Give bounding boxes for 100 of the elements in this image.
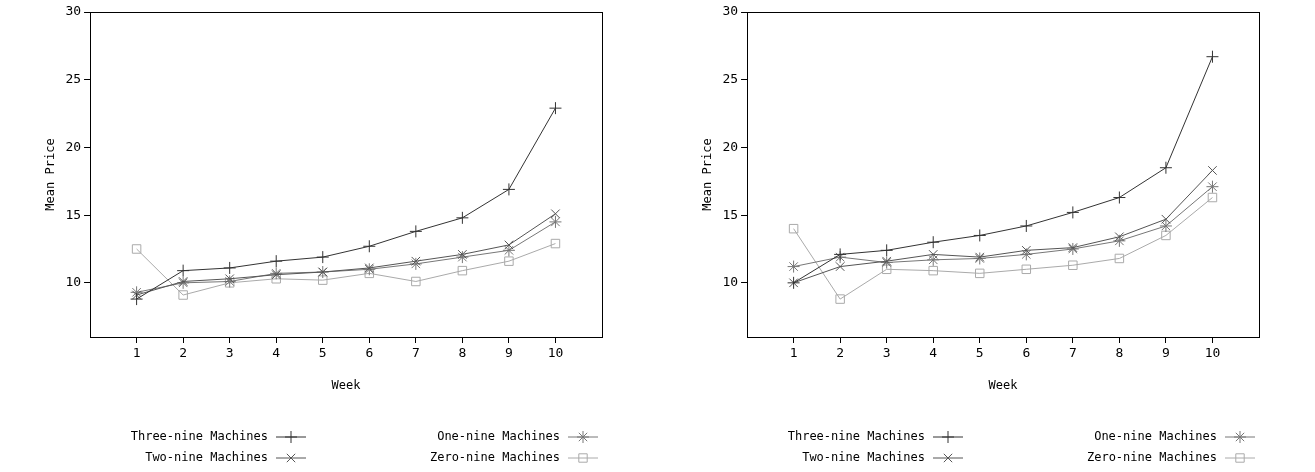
point [1066,205,1080,219]
point [1112,234,1126,248]
x-tick-label: 6 [365,345,374,361]
point [455,211,469,225]
point [1021,264,1032,275]
x-tick-label: 2 [836,345,845,361]
point [364,268,375,279]
point [504,256,514,266]
point [316,250,330,264]
point [224,274,235,284]
point [269,254,283,268]
x-tick-label: 7 [411,345,420,361]
point [973,228,987,242]
x-axis-title: Week [988,377,1019,392]
point [975,268,985,279]
point [928,265,938,276]
point [1207,165,1218,176]
y-tick-label: 15 [722,206,739,222]
legend-label: One-nine Machines [1094,429,1217,444]
point [1021,245,1032,256]
x-tick-label: 4 [929,345,938,361]
point [130,292,144,306]
legend-label: Zero-nine Machines [429,450,560,465]
point [835,261,845,272]
point [1019,219,1033,233]
point [1159,161,1173,175]
point [131,290,142,300]
point [457,249,468,260]
point [362,239,376,253]
x-tick-label: 9 [505,345,513,361]
x-tick-label: 1 [132,345,141,361]
point [1207,192,1218,203]
point [928,249,938,260]
legend-label: Three-nine Machines [130,429,268,444]
point [787,260,801,274]
x-tick-label: 8 [1115,345,1124,361]
x-tick-label: 10 [1204,345,1221,361]
point [457,265,468,276]
point [1161,214,1171,224]
point [926,235,940,249]
x-tick-label: 2 [179,345,188,361]
point [926,253,940,267]
y-tick-label: 30 [722,3,739,19]
point [318,275,328,285]
point [1068,260,1078,270]
point [502,182,516,196]
point [1159,219,1173,233]
x-tick-label: 6 [1022,345,1031,361]
x-tick-label: 8 [458,345,467,361]
point [130,285,144,299]
x-tick-label: 1 [789,345,798,361]
y-axis-title: Mean Price [43,138,58,211]
y-tick-label: 10 [722,274,739,290]
point [455,250,469,264]
x-tick-label: 7 [1068,345,1077,361]
point [548,101,562,115]
point [550,209,561,219]
y-axis-title: Mean Price [700,138,715,211]
y-tick-label: 15 [65,206,82,222]
legend-label: Three-nine Machines [787,429,925,444]
point [1114,253,1125,264]
x-tick-label: 4 [272,345,281,361]
point [881,264,892,275]
legend-label: Two-nine Machines [802,450,925,465]
point [1205,180,1219,194]
y-tick-label: 10 [65,274,82,290]
point [223,261,237,275]
x-tick-label: 10 [547,345,564,361]
legend-label: Two-nine Machines [145,450,268,465]
y-tick-label: 25 [65,71,82,87]
x-tick-label: 3 [225,345,234,361]
x-tick-label: 3 [882,345,891,361]
point [409,224,423,238]
point [550,238,561,249]
point [880,256,894,270]
point [1205,50,1219,64]
x-tick-label: 5 [318,345,327,361]
y-tick-label: 20 [722,138,739,154]
point [504,240,514,250]
legend-label: One-nine Machines [437,429,560,444]
legend-label: Zero-nine Machines [1086,450,1217,465]
point [1161,230,1171,241]
point [409,257,423,271]
point [502,243,516,257]
point [411,256,421,266]
point [411,276,421,287]
x-tick-label: 5 [975,345,984,361]
point [1114,232,1125,242]
y-tick-label: 30 [65,3,82,19]
point [1019,247,1033,261]
x-tick-label: 9 [1162,345,1170,361]
point [548,215,562,229]
y-tick-label: 25 [722,71,739,87]
point [880,243,894,257]
point [223,274,237,288]
point [1112,191,1126,205]
point [178,290,188,300]
point [176,264,190,278]
point [788,223,799,234]
y-tick-label: 20 [65,138,82,154]
